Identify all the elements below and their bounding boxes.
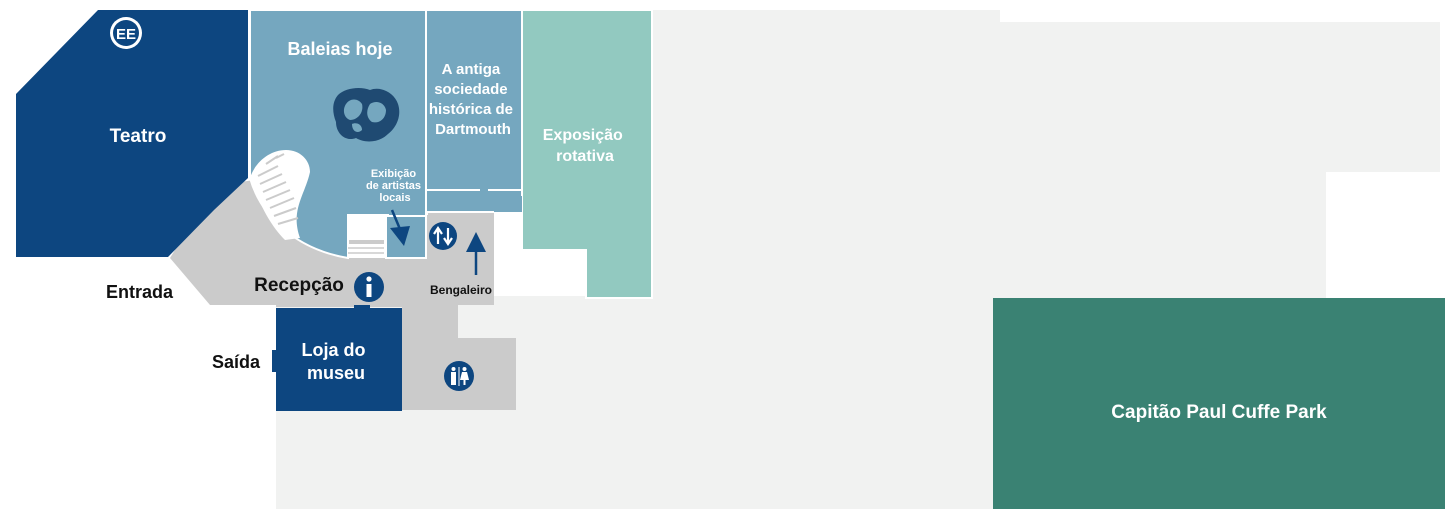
local-artists-line-1: Exibição: [371, 168, 417, 180]
restroom-icon: [444, 361, 474, 391]
rotating-exhibit-line-2: rotativa: [556, 148, 614, 165]
rotating-exhibit-line-1: Exposição: [543, 127, 623, 144]
elevator-icon: [429, 222, 457, 250]
rotating-exhibit-room[interactable]: Exposição rotativa: [521, 9, 653, 299]
historical-society-line-3: histórica de: [429, 101, 513, 118]
info-icon: [354, 272, 384, 302]
arrow-down-icon: [390, 209, 410, 246]
historical-society-line-1: A antiga: [442, 61, 501, 78]
ground-area: [276, 10, 1445, 509]
museum-shop-line-2: museu: [307, 363, 365, 383]
theater-label: Teatro: [110, 126, 167, 147]
reception-label: Recepção: [254, 275, 344, 296]
theater-room[interactable]: Teatro EE: [16, 10, 248, 257]
rotating-exhibit-label: Exposição rotativa: [543, 127, 627, 165]
coat-check-label: Bengaleiro: [430, 283, 492, 297]
local-artists-line-3: locais: [379, 192, 410, 204]
whales-today-label: Baleias hoje: [287, 39, 392, 59]
park-area[interactable]: Capitão Paul Cuffe Park: [993, 298, 1445, 509]
museum-shop-label: Loja do museu: [301, 340, 370, 383]
local-artists-line-2: de artistas: [366, 180, 421, 192]
arrow-up-icon: [466, 232, 486, 275]
historical-society-line-4: Dartmouth: [435, 121, 511, 138]
ee-badge-label: EE: [116, 26, 136, 43]
exit-label: Saída: [212, 352, 261, 372]
historical-society-room[interactable]: A antiga sociedade histórica de Dartmout…: [425, 9, 523, 213]
staircase: [250, 150, 384, 258]
historical-society-line-2: sociedade: [434, 81, 507, 98]
historical-society-label: A antiga sociedade histórica de Dartmout…: [429, 61, 517, 138]
local-artists-label: Exibição de artistas locais: [366, 168, 424, 204]
park-label: Capitão Paul Cuffe Park: [1111, 402, 1327, 423]
museum-shop-line-1: Loja do: [301, 340, 365, 360]
whale-skeleton-icon: [333, 87, 400, 142]
entrance-label: Entrada: [106, 282, 174, 302]
local-artists-room[interactable]: Exibição de artistas locais: [366, 168, 427, 259]
museum-shop-room[interactable]: Loja do museu: [276, 308, 402, 411]
ee-icon: EE: [110, 17, 142, 49]
